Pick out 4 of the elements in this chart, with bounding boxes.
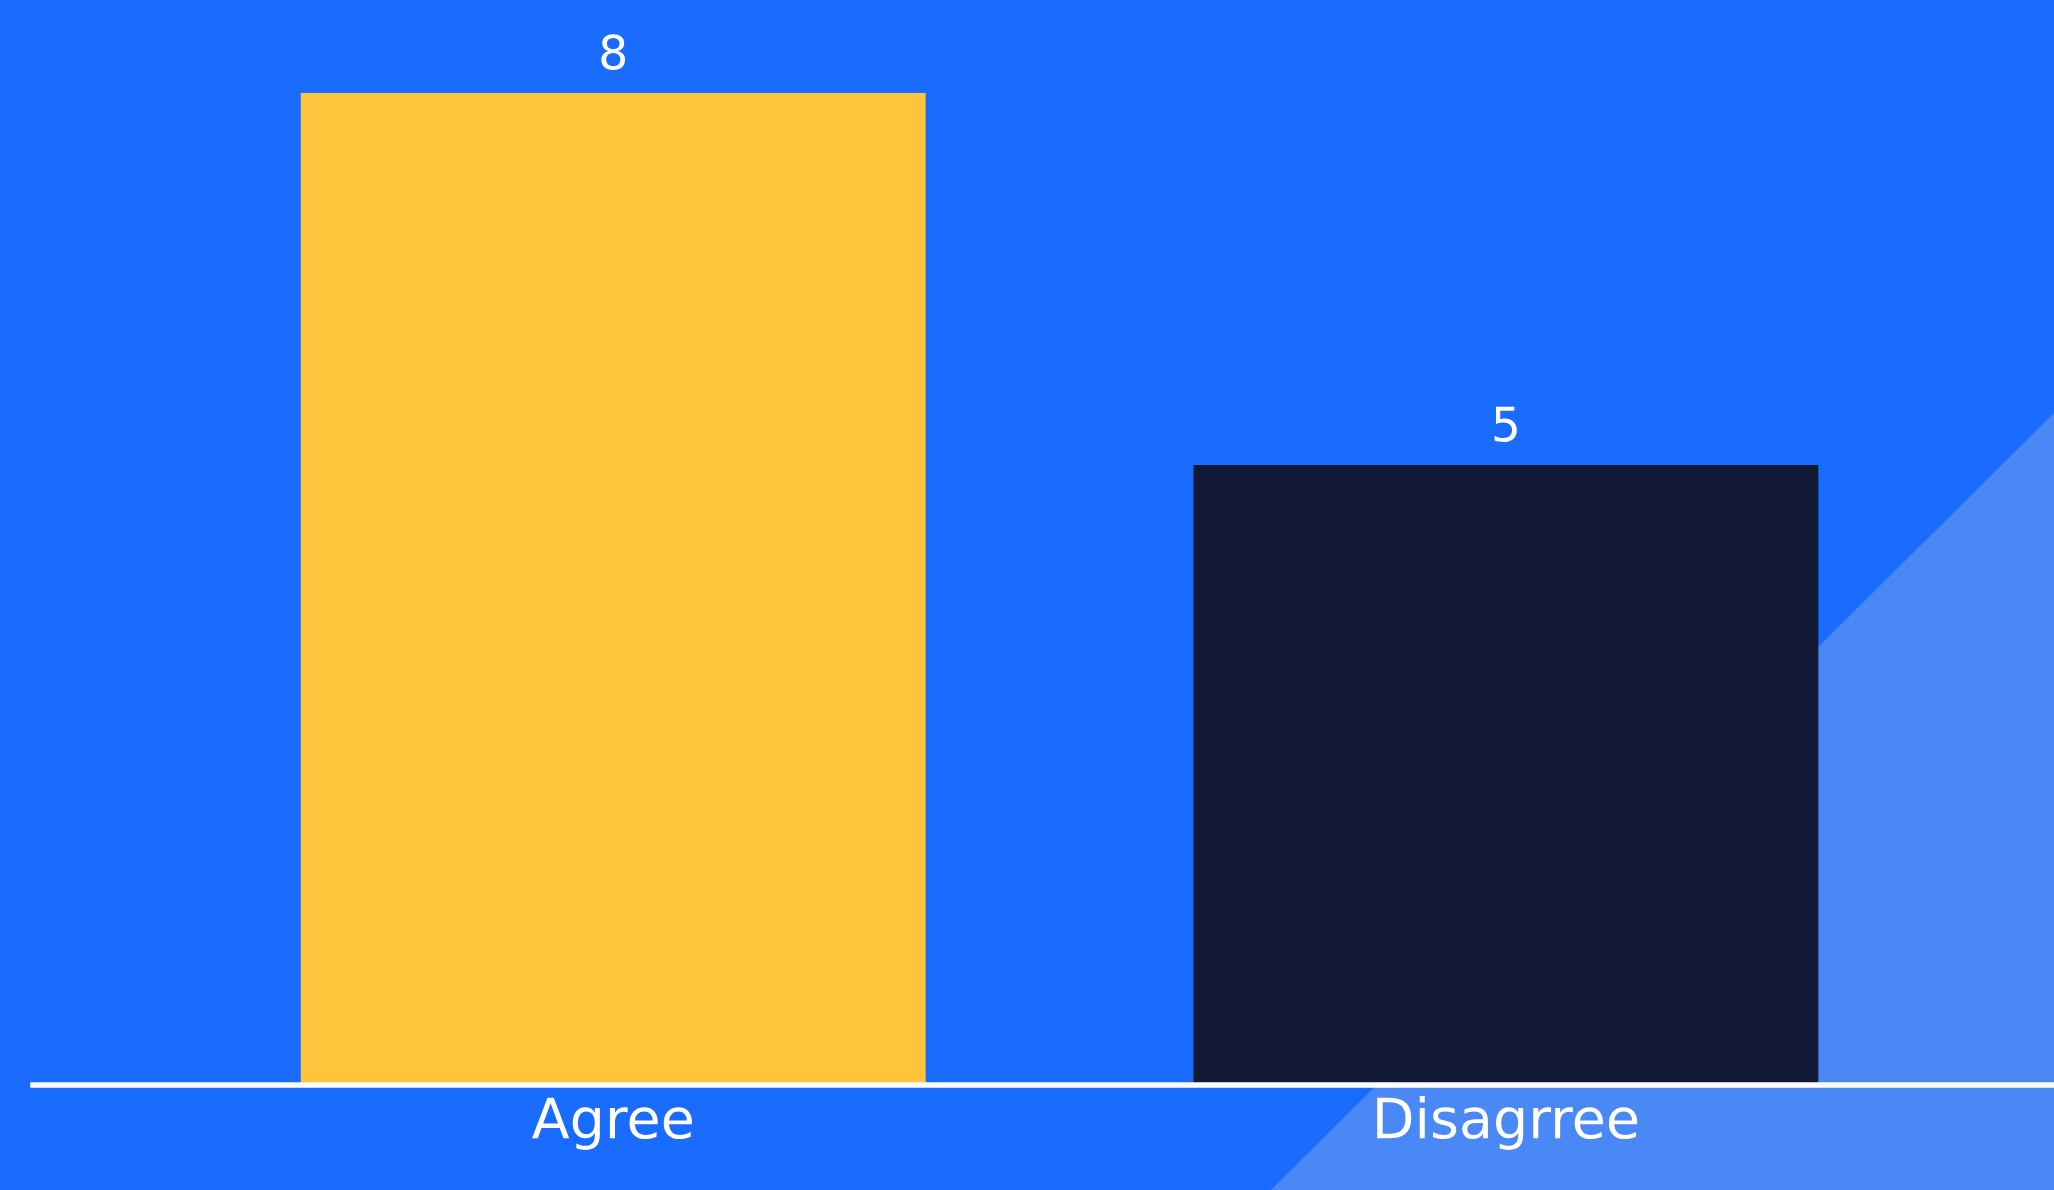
x-tick-label: Agree <box>532 1097 692 1150</box>
x-tick-label: Disagrree <box>1377 1096 1638 1150</box>
data-label: 8 <box>601 34 626 70</box>
data-label: 5 <box>1494 406 1517 442</box>
